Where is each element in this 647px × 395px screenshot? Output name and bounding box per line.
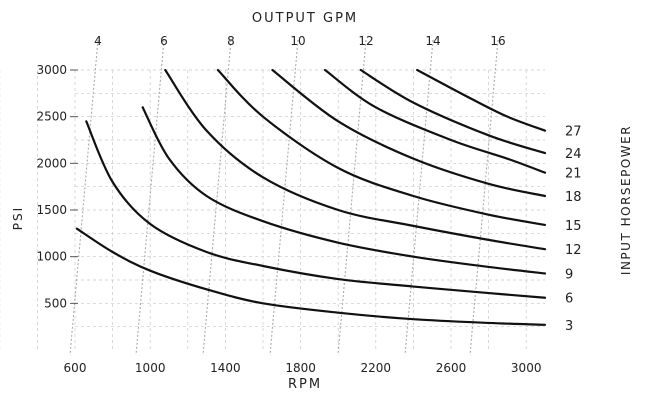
- right-axis-label: INPUT HORSEPOWER: [619, 125, 633, 275]
- hp-curve-label: 12: [565, 243, 582, 258]
- x-tick-label: 2200: [361, 361, 392, 375]
- hp-curve-27: [416, 68, 547, 132]
- hp-curve-3: [75, 227, 547, 326]
- y-axis-label: PSI: [11, 206, 25, 230]
- gpm-tick-label: 4: [94, 34, 102, 48]
- gpm-guide-line: [69, 39, 99, 356]
- gpm-tick-label: 6: [160, 34, 168, 48]
- gpm-tick-label: 8: [227, 34, 235, 48]
- hp-curve-label: 3: [565, 319, 573, 334]
- x-tick-label: 1400: [210, 361, 241, 375]
- x-tick-label: 3000: [511, 361, 542, 375]
- hp-curve-label: 21: [565, 167, 582, 182]
- gpm-guide-line: [202, 39, 232, 356]
- hp-curve-label: 9: [565, 267, 573, 282]
- y-tick-label: 500: [44, 296, 67, 310]
- x-tick-label: 600: [64, 361, 87, 375]
- hp-curve-21: [323, 68, 547, 174]
- gpm-tick-label: 16: [490, 34, 505, 48]
- hp-curve-label: 27: [565, 125, 582, 140]
- gpm-tick-label: 14: [425, 34, 440, 48]
- gpm-guide-line: [469, 39, 499, 356]
- gpm-tick-label: 10: [290, 34, 305, 48]
- y-tick-label: 2500: [36, 110, 67, 124]
- hp-curve-6: [85, 120, 547, 299]
- hp-curve-24: [359, 68, 547, 155]
- gpm-guide-line: [135, 39, 165, 356]
- x-tick-label: 1000: [135, 361, 166, 375]
- y-tick-label: 3000: [36, 63, 67, 77]
- gpm-tick-label: 12: [358, 34, 373, 48]
- hp-curve-15: [216, 68, 547, 227]
- labels: 500 1000 1500 2000 2500 3000 600 1000 1400 1800 22…: [36, 34, 581, 375]
- x-axis-label: RPM: [288, 377, 322, 392]
- y-tick-label: 1500: [36, 203, 67, 217]
- gpm-guide-line: [269, 39, 299, 356]
- hp-curve-18: [271, 68, 547, 198]
- y-tick-label: 1000: [36, 250, 67, 264]
- top-axis-label: OUTPUT GPM: [252, 11, 358, 26]
- y-tick-label: 2000: [36, 156, 67, 170]
- hp-curve-12: [164, 68, 547, 251]
- hp-curve-9: [141, 106, 547, 275]
- hp-curve-label: 15: [565, 219, 582, 234]
- gpm-guide-line: [337, 39, 367, 356]
- hp-curve-label: 6: [565, 292, 573, 307]
- hp-curve-label: 24: [565, 147, 582, 162]
- x-tick-label: 1800: [285, 361, 316, 375]
- horsepower-curves: [75, 68, 547, 326]
- x-tick-label: 2600: [436, 361, 467, 375]
- hp-curve-label: 18: [565, 190, 582, 205]
- gpm-guide-line: [404, 39, 434, 356]
- grid: [0, 39, 545, 356]
